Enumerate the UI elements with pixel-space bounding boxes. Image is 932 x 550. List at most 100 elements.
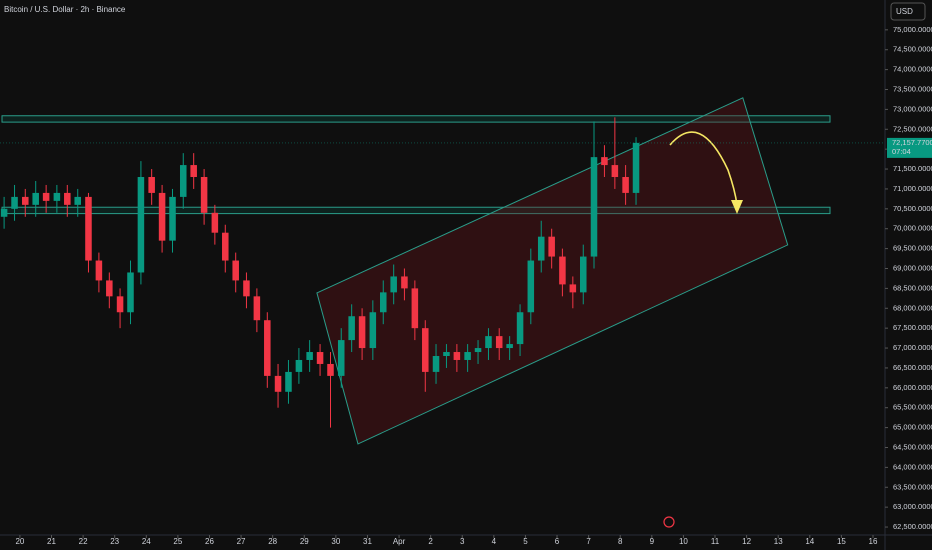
- currency-button[interactable]: [890, 2, 926, 21]
- candle-body: [200, 177, 208, 213]
- y-tick-label: 73,000.0000: [893, 104, 932, 113]
- forecast-arrow: [669, 131, 738, 206]
- x-tick-label: 22: [79, 537, 88, 546]
- candle-body: [243, 280, 250, 297]
- candle-body: [464, 352, 471, 360]
- x-tick-label: 30: [331, 537, 340, 546]
- x-tick-label: 3: [460, 537, 465, 546]
- candle-body: [579, 256, 587, 293]
- candle-body: [22, 196, 29, 205]
- candle-body: [348, 316, 355, 341]
- currency-label[interactable]: USD: [896, 7, 913, 16]
- x-tick-label: 20: [15, 537, 24, 546]
- candle-body: [569, 284, 577, 293]
- countdown-label: 07:04: [892, 147, 911, 156]
- candle-body: [358, 316, 366, 349]
- candle-body: [559, 256, 566, 285]
- last-price-box: [887, 137, 932, 158]
- candle-body: [527, 260, 535, 313]
- candle-body: [64, 192, 71, 205]
- candle-body: [474, 348, 482, 353]
- y-tick-label: 70,500.0000: [893, 204, 932, 213]
- candle-body: [211, 212, 219, 233]
- x-tick-label: 5: [523, 537, 528, 546]
- candle-body: [632, 142, 640, 193]
- y-tick-label: 74,500.0000: [893, 45, 932, 54]
- x-tick-label: 24: [142, 537, 151, 546]
- candle-body: [127, 272, 134, 313]
- candle-body: [390, 276, 397, 293]
- candle-body: [158, 192, 166, 241]
- candle-body: [516, 312, 524, 345]
- y-tick-label: 65,500.0000: [893, 403, 932, 412]
- y-tick-label: 63,500.0000: [893, 482, 932, 491]
- candle-body: [95, 260, 103, 281]
- y-tick-label: 69,000.0000: [893, 263, 932, 272]
- candle-body: [274, 375, 282, 392]
- y-tick-label: 67,000.0000: [893, 343, 932, 352]
- y-tick-label: 68,000.0000: [893, 303, 932, 312]
- candle-body: [453, 352, 461, 360]
- y-tick-label: 66,500.0000: [893, 363, 932, 372]
- y-tick-label: 62,500.0000: [893, 522, 932, 531]
- candle-body: [495, 336, 503, 349]
- y-tick-label: 74,000.0000: [893, 65, 932, 74]
- candle-body: [53, 192, 61, 201]
- candle-body: [148, 177, 155, 193]
- candle-body: [443, 352, 450, 357]
- candle-body: [11, 196, 18, 209]
- y-tick-label: 72,500.0000: [893, 124, 932, 133]
- y-tick-label: 73,500.0000: [893, 84, 932, 93]
- x-tick-label: 27: [237, 537, 246, 546]
- candle-body: [506, 344, 513, 349]
- candle-body: [401, 276, 408, 289]
- candle-body: [264, 320, 271, 376]
- x-tick-label: 14: [805, 537, 814, 546]
- candle-body: [316, 352, 324, 364]
- x-tick-label: Apr: [393, 537, 406, 546]
- x-tick-label: 4: [492, 537, 497, 546]
- candle-body: [137, 177, 145, 273]
- y-tick-label: 63,000.0000: [893, 502, 932, 511]
- candle-body: [379, 292, 387, 313]
- candle-body: [411, 288, 419, 329]
- candle-body: [601, 157, 608, 166]
- candle-body: [337, 340, 345, 376]
- candle-body: [432, 356, 440, 372]
- x-tick-label: 7: [586, 537, 591, 546]
- x-tick-label: 9: [650, 537, 655, 546]
- y-tick-label: 66,000.0000: [893, 383, 932, 392]
- x-tick-label: 11: [711, 537, 720, 546]
- candle-body: [232, 260, 239, 281]
- x-tick-label: 13: [774, 537, 783, 546]
- x-tick-label: 6: [555, 537, 560, 546]
- candle-body: [548, 236, 555, 257]
- candle-body: [622, 177, 629, 193]
- last-price-label: 72,157.7700: [892, 138, 932, 147]
- x-tick-label: 28: [268, 537, 277, 546]
- candle-body: [611, 165, 619, 178]
- y-tick-label: 71,500.0000: [893, 164, 932, 173]
- chart-title: Bitcoin / U.S. Dollar · 2h · Binance: [4, 5, 126, 14]
- candle-body: [327, 363, 334, 376]
- candle-body: [306, 352, 313, 360]
- candle-body: [485, 336, 492, 349]
- candle-body: [74, 196, 81, 205]
- y-tick-label: 64,500.0000: [893, 442, 932, 451]
- x-tick-label: 16: [869, 537, 878, 546]
- candle-body: [422, 328, 429, 372]
- event-icon[interactable]: [663, 516, 675, 528]
- candle-body: [106, 280, 113, 297]
- candles: [0, 117, 640, 428]
- x-tick-label: 8: [618, 537, 623, 546]
- candle-body: [190, 165, 197, 178]
- candle-body: [169, 196, 176, 241]
- candle-body: [0, 208, 8, 217]
- candle-body: [85, 196, 92, 261]
- y-tick-label: 75,000.0000: [893, 25, 932, 34]
- candle-body: [253, 296, 261, 321]
- y-tick-label: 65,000.0000: [893, 423, 932, 432]
- candle-body: [179, 165, 187, 197]
